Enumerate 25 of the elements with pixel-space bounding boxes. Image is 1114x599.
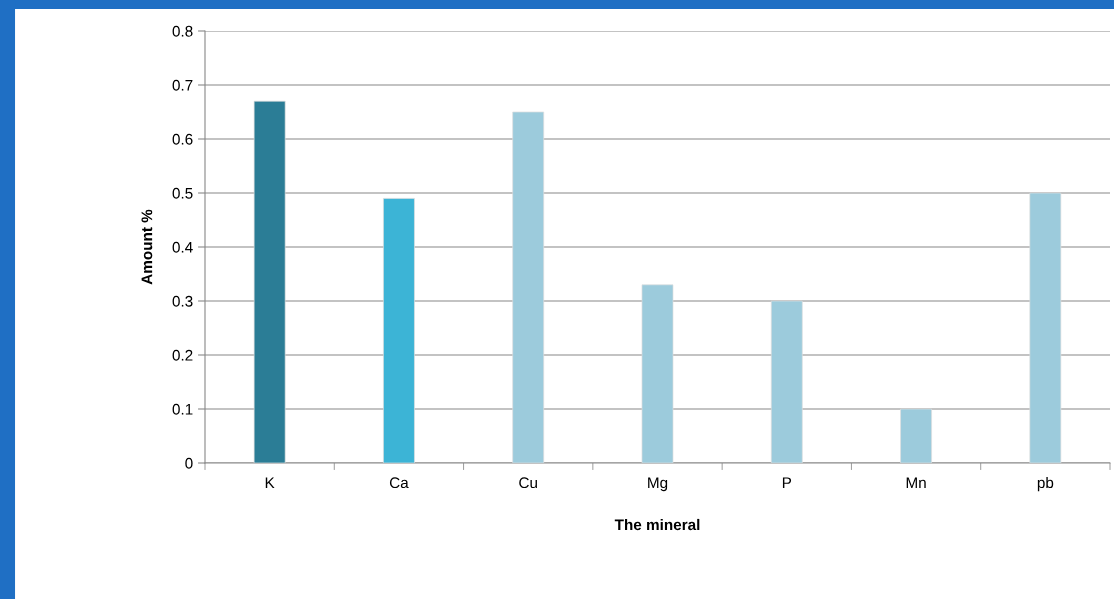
y-tick-label: 0.6 bbox=[172, 133, 193, 145]
y-tick-label: 0.2 bbox=[172, 349, 193, 361]
x-tick-label: pb bbox=[1037, 476, 1054, 492]
y-axis-title: Amount % bbox=[141, 209, 153, 285]
y-tick-label: 0.5 bbox=[172, 187, 193, 199]
x-tick-label: P bbox=[782, 477, 792, 488]
y-tick-label: 0.7 bbox=[172, 79, 193, 91]
bar bbox=[512, 111, 545, 463]
y-tick-label: 0.8 bbox=[172, 25, 193, 37]
x-tick-label: Mn bbox=[906, 477, 926, 488]
bar bbox=[900, 408, 932, 463]
bar bbox=[770, 300, 803, 463]
y-tick-label: 0.1 bbox=[172, 403, 193, 415]
y-tick-label: 0.4 bbox=[172, 241, 193, 253]
bar bbox=[1029, 192, 1062, 463]
x-tick-label: Mg bbox=[648, 477, 668, 492]
bar bbox=[383, 198, 415, 463]
x-axis-title: The mineral bbox=[614, 518, 700, 531]
y-tick-label: 0.3 bbox=[172, 295, 193, 307]
bar bbox=[253, 100, 286, 463]
x-tick-label: K bbox=[265, 477, 275, 488]
bar bbox=[641, 284, 674, 463]
y-tick-label: 0 bbox=[185, 457, 193, 469]
x-tick-label: Cu bbox=[519, 477, 537, 489]
x-tick-label: Ca bbox=[389, 477, 409, 489]
